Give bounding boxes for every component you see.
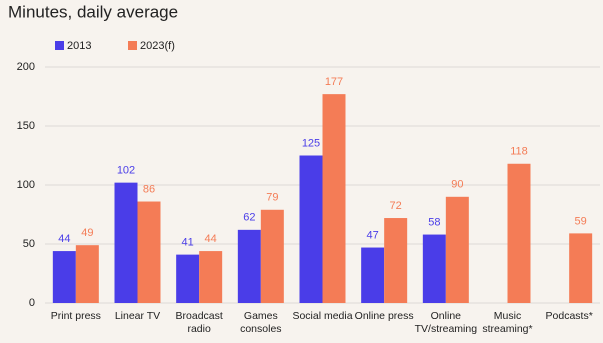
value-label: 62 [243,212,255,224]
bar [237,229,261,303]
bar [75,245,99,303]
y-tick-label: 50 [23,238,35,250]
x-tick-label: Podcasts* [545,310,593,322]
bar [114,182,138,303]
legend-swatch [128,41,137,50]
x-tick-label: Social media [292,310,353,322]
y-tick-label: 150 [17,120,35,132]
value-label: 44 [205,233,217,245]
bar [199,251,223,303]
value-label: 102 [117,165,135,177]
value-label: 44 [58,233,70,245]
x-tick-label: Online TV/streaming [414,310,478,335]
y-tick-label: 100 [17,179,35,191]
bar [361,247,385,303]
value-label: 86 [143,183,155,195]
value-label: 58 [428,216,440,228]
y-tick-label: 200 [17,61,35,73]
bar [445,196,469,303]
legend-swatch [55,41,64,50]
value-label: 41 [182,237,194,249]
bar [299,155,323,303]
legend-label: 2023(f) [140,40,175,52]
x-tick-label: Games consoles [240,310,282,335]
value-label: 90 [451,179,463,191]
x-tick-label: Print press [50,310,101,322]
value-label: 47 [367,229,379,241]
value-label: 49 [81,227,93,239]
x-tick-label: Online press [354,310,414,322]
bar [260,209,284,303]
bar [322,94,346,303]
value-label: 59 [575,215,587,227]
x-tick-label: Linear TV [114,310,161,322]
x-tick-label: Broadcast radio [175,310,223,335]
bar [507,163,531,303]
bar [569,233,593,303]
value-label: 177 [325,76,343,88]
bar [384,218,408,303]
bar [422,234,446,303]
legend-label: 2013 [67,40,91,52]
bar [176,254,200,303]
chart-title: Minutes, daily average [8,2,178,21]
value-label: 72 [390,200,402,212]
y-tick-label: 0 [29,297,35,309]
value-label: 79 [266,192,278,204]
bar [137,201,161,303]
value-label: 125 [302,137,320,149]
bar [52,251,76,303]
value-label: 118 [510,146,528,158]
x-tick-label: Music streaming* [482,310,533,335]
